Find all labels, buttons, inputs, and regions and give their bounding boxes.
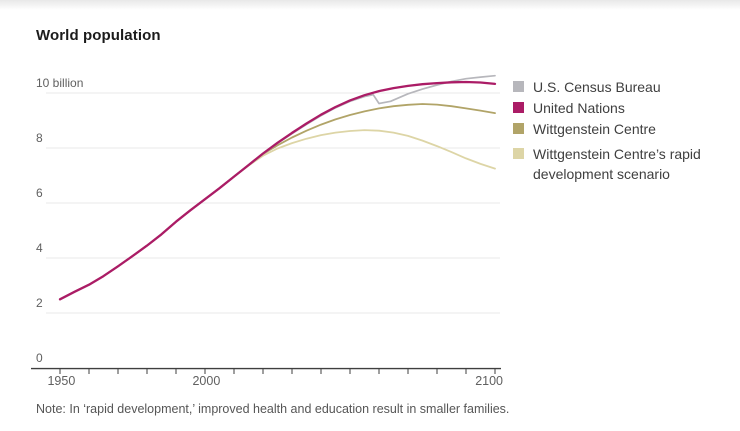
series-line-un (58, 80, 497, 301)
series-line-census (59, 74, 496, 301)
legend-label: Wittgenstein Centre (533, 121, 656, 137)
y-axis-label-2: 2 (36, 296, 47, 311)
legend-item-wittgenstein: Wittgenstein Centre (513, 119, 735, 139)
wittgenstein-legend-swatch (513, 123, 524, 134)
legend-label: United Nations (533, 100, 625, 116)
y-axis-label-6: 6 (36, 186, 47, 201)
x-axis-label-2100: 2100 (475, 374, 503, 388)
x-axis-label-2000: 2000 (192, 374, 221, 388)
united-nations-legend-swatch (513, 102, 524, 113)
series-line-rapid (59, 129, 496, 301)
legend-label: U.S. Census Bureau (533, 79, 661, 95)
footnote: Note: In ‘rapid development,’ improved h… (36, 402, 510, 416)
census-legend-swatch (513, 81, 524, 92)
series-line-wittgenstein (59, 103, 496, 301)
legend-item-rapid-development: Wittgenstein Centre’s rapid development … (513, 144, 735, 184)
legend-item-united-nations: United Nations (513, 98, 735, 118)
y-axis-label-4: 4 (36, 241, 47, 256)
chart-title: World population (36, 27, 161, 44)
legend: U.S. Census Bureau United Nations Wittge… (513, 77, 735, 185)
x-axis-label-1950: 1950 (47, 374, 76, 388)
y-axis-label-10: 10 billion (36, 76, 88, 91)
y-axis-label-0: 0 (36, 351, 47, 366)
legend-label: Wittgenstein Centre’s rapid development … (533, 146, 701, 182)
y-axis-label-8: 8 (36, 131, 47, 146)
legend-item-census: U.S. Census Bureau (513, 77, 735, 97)
rapid-development-legend-swatch (513, 148, 524, 159)
